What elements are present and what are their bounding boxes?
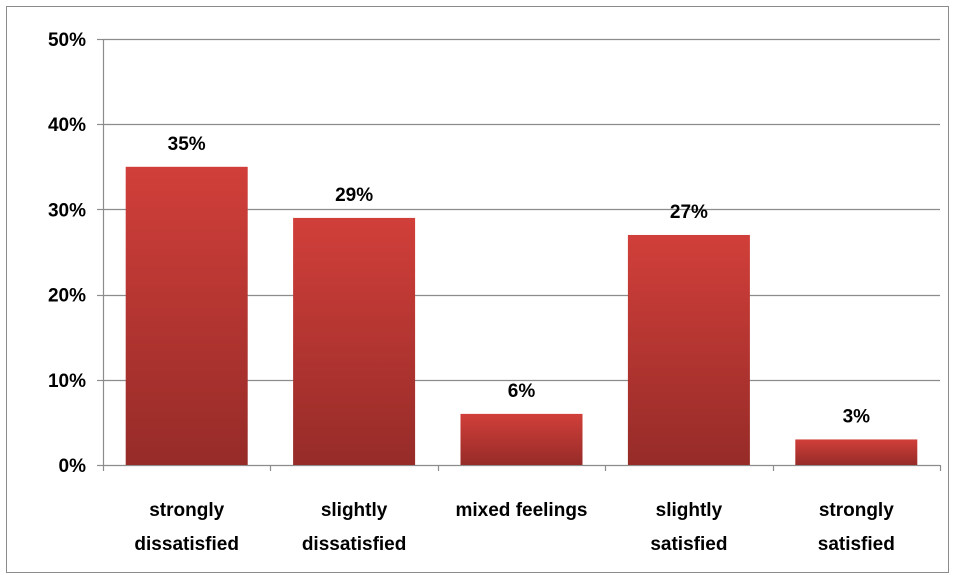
bars <box>125 166 918 466</box>
bar <box>627 234 750 465</box>
data-label: 29% <box>335 185 373 206</box>
data-labels: 35% 29% 6% 27% 3% <box>168 134 870 428</box>
y-tick-label: 50% <box>48 30 86 51</box>
y-tick-labels: 0% 10% 20% 30% 40% 50% <box>48 30 86 477</box>
y-tick-label: 40% <box>48 115 86 136</box>
bar <box>125 166 248 466</box>
data-label: 35% <box>168 134 206 155</box>
y-tick-label: 0% <box>59 456 87 477</box>
axes <box>97 38 942 471</box>
bar <box>293 217 416 465</box>
bar <box>795 439 918 465</box>
data-label: 6% <box>508 381 536 402</box>
x-tick-label: slightly satisfied <box>650 500 727 555</box>
y-tick-label: 20% <box>48 286 86 307</box>
x-tick-label: slightly dissatisfied <box>302 500 407 555</box>
x-tick-label: strongly satisfied <box>818 500 895 555</box>
y-tick-label: 30% <box>48 200 86 221</box>
x-tick-label: mixed feelings <box>456 500 588 521</box>
y-tick-label: 10% <box>48 371 86 392</box>
x-tick-label: strongly dissatisfied <box>134 500 239 555</box>
bar <box>460 413 583 465</box>
data-label: 3% <box>843 406 871 427</box>
x-tick-labels: strongly dissatisfied slightly dissatisfied… <box>134 500 894 555</box>
data-label: 27% <box>670 202 708 223</box>
